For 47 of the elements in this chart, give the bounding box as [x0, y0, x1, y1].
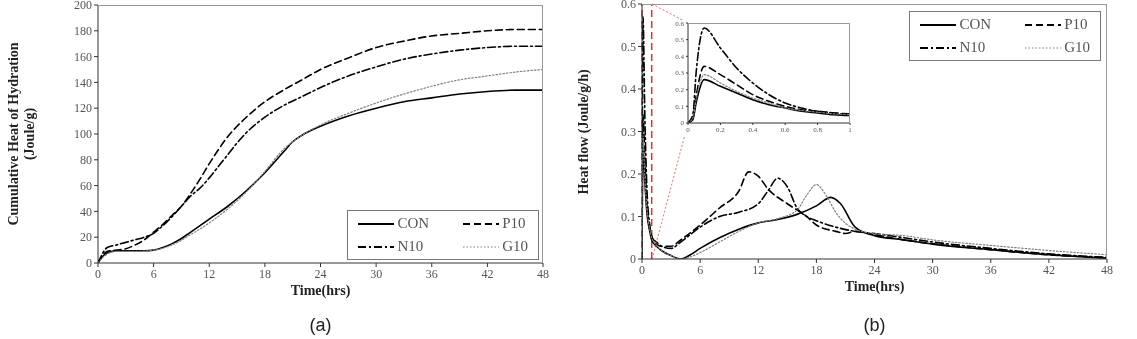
legend-label: P10 — [502, 215, 526, 232]
y-tick-label: 0.2 — [621, 167, 636, 182]
y-tick-label: 0.5 — [621, 39, 636, 54]
x-tick-label: 42 — [1042, 262, 1055, 277]
y-tick-label: 100 — [74, 127, 92, 142]
x-tick-label: 24 — [868, 262, 881, 277]
x-tick-label: 6 — [150, 266, 157, 281]
y-axis-title: Cumulative Heat of Hydration (Joule/g) — [6, 41, 38, 228]
x-tick-label: 18 — [810, 262, 823, 277]
y-tick-label: 60 — [80, 178, 92, 193]
y-tick-label: 40 — [80, 204, 92, 219]
y-tick-label: 200 — [74, 0, 92, 13]
y-axis-title: Heat flow (Joule/g/h) — [576, 68, 592, 195]
legend-label: G10 — [502, 238, 528, 255]
y-tick-label: 160 — [74, 49, 92, 64]
x-tick-label: 42 — [481, 266, 494, 281]
y-tick-label: 0.6 — [621, 0, 636, 12]
x-tick-label: 6 — [697, 262, 704, 277]
x-tick-label: 24 — [314, 266, 327, 281]
y-tick-label: 120 — [74, 101, 92, 116]
x-tick-label: 36 — [984, 262, 997, 277]
y-tick-label: 0.1 — [621, 209, 636, 224]
text: (b) — [862, 315, 887, 336]
x-tick-label: 48 — [1101, 262, 1113, 277]
y-tick-label: 180 — [74, 24, 92, 39]
y-tick-label: 20 — [80, 230, 92, 245]
y-tick-label: 0 — [630, 252, 636, 267]
legend-label: CON — [959, 16, 992, 33]
x-axis-title: Time(hrs) — [289, 283, 352, 299]
y-tick-label: 0.4 — [621, 82, 636, 97]
y-tick-label: 0.3 — [621, 124, 636, 139]
x-axis-title: Time(hrs) — [843, 279, 906, 295]
x-tick-label: 30 — [370, 266, 383, 281]
y-tick-label: 140 — [74, 75, 92, 90]
legend-label: CON — [397, 215, 430, 232]
x-tick-label: 12 — [203, 266, 216, 281]
legend-label: G10 — [1064, 39, 1090, 56]
y-tick-label: 80 — [80, 153, 92, 168]
legend-label: N10 — [959, 39, 986, 56]
x-tick-label: 36 — [425, 266, 438, 281]
x-tick-label: 30 — [926, 262, 939, 277]
x-tick-label: 12 — [752, 262, 765, 277]
x-tick-label: 48 — [537, 266, 549, 281]
legend-label: N10 — [397, 238, 424, 255]
text: (a) — [308, 315, 333, 336]
x-tick-label: 18 — [258, 266, 271, 281]
legend-label: P10 — [1064, 16, 1088, 33]
